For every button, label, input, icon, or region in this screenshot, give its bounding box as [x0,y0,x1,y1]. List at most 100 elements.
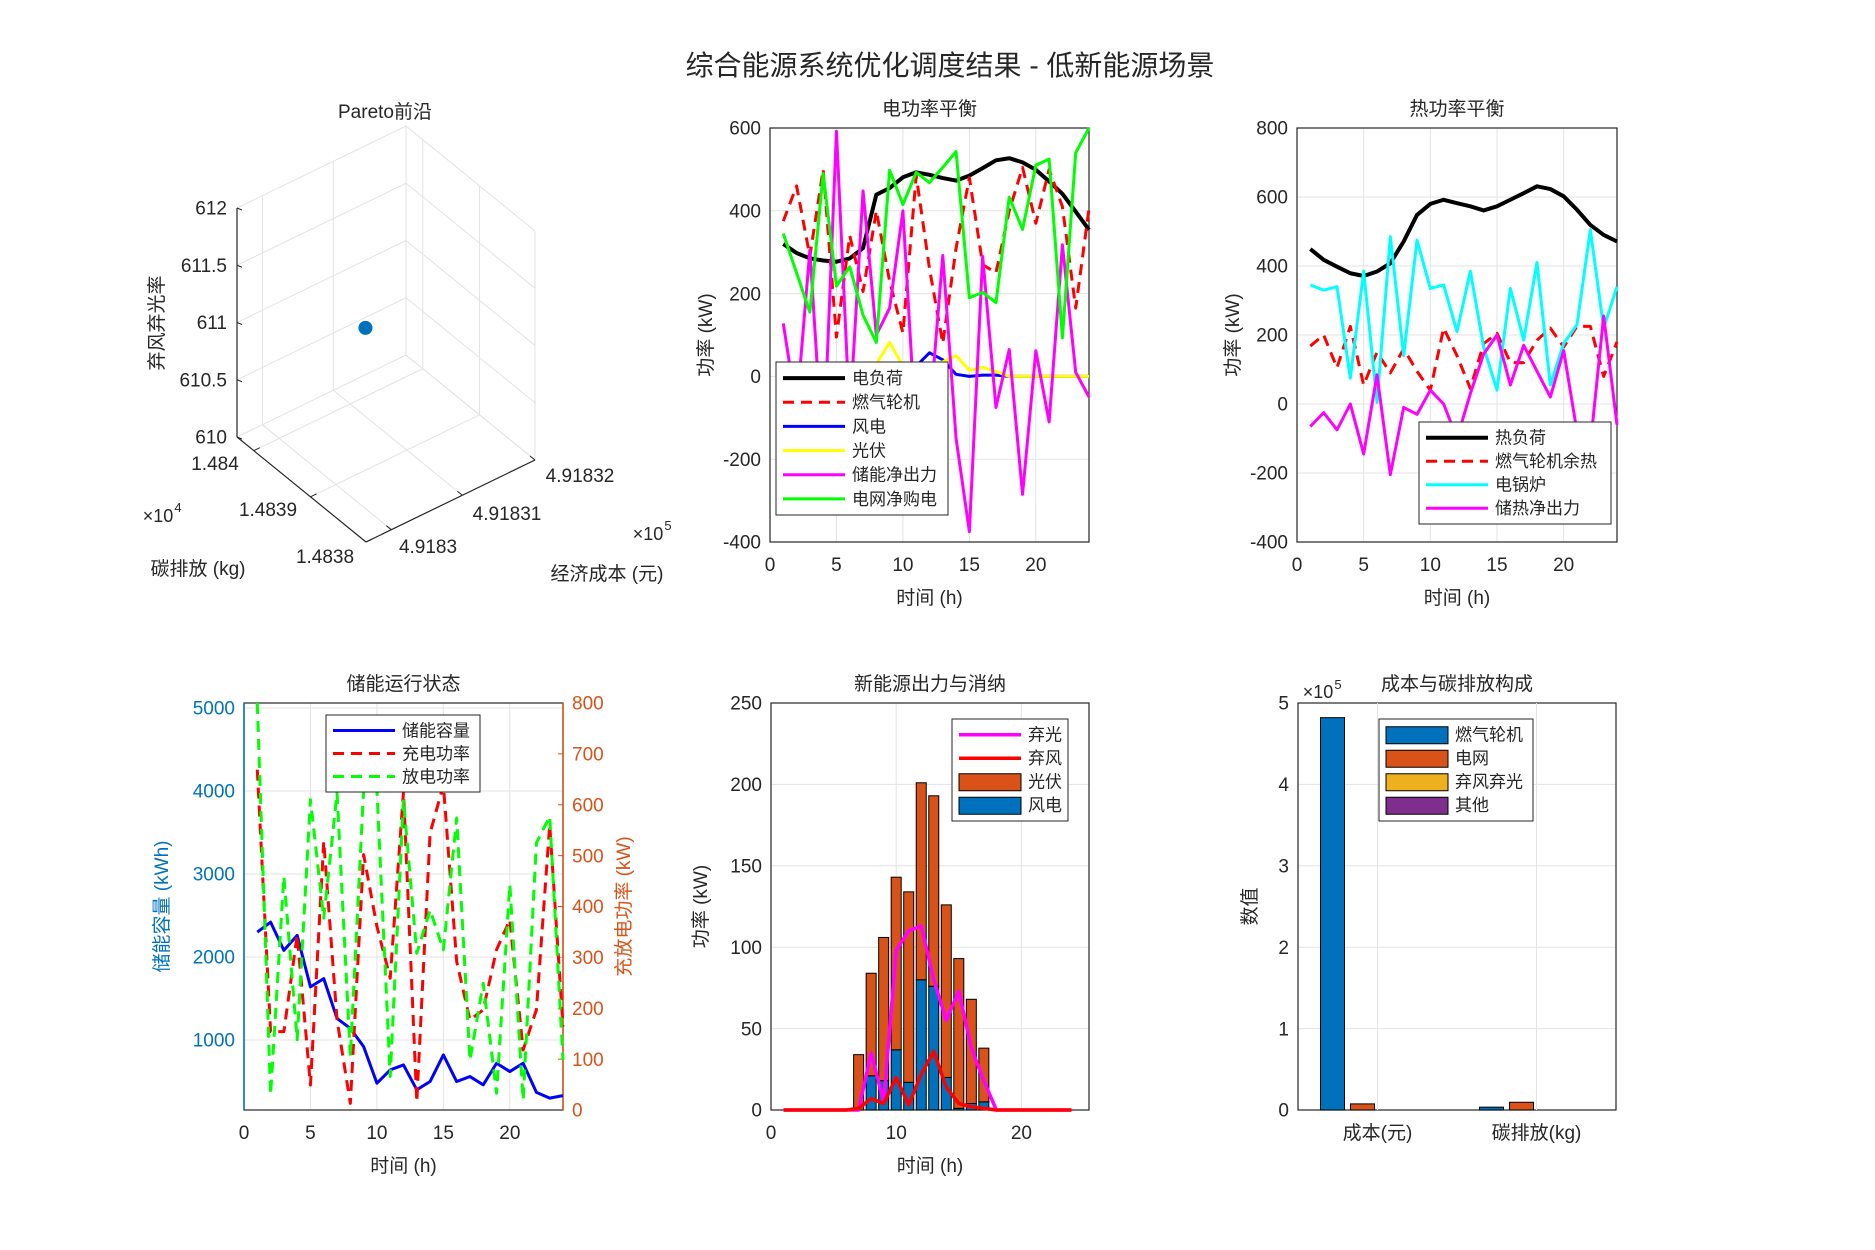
y-tick-label: 600 [729,119,761,140]
series-line-燃气轮机余热 [1309,324,1619,392]
z-tick [236,379,243,383]
legend-label: 其他 [1455,796,1489,815]
y-tick-label: 0 [1278,1101,1289,1122]
series-line-弃光 [783,924,1072,1112]
category-label: 成本(元) [1343,1122,1413,1144]
legend-label: 储能容量 [402,721,470,740]
right-y-tick-label: 800 [572,694,604,715]
bar-电网 [1350,1103,1375,1111]
x-tick-label: 5 [1358,555,1369,576]
category-label: 碳排放(kg) [1492,1122,1582,1144]
chart-title: 电功率平衡 [882,98,977,120]
bar-燃气轮机 [1479,1106,1504,1111]
legend-label: 风电 [1028,796,1062,815]
carbon-tick [310,493,317,498]
y-tick-label: 4000 [193,782,235,803]
cost-multiplier: ×10 [633,524,664,544]
x-axis-label: 时间 (h) [897,1155,964,1177]
legend-label: 光伏 [1028,773,1062,792]
y-tick-label: 400 [1256,257,1288,278]
x-axis-label: 时间 (h) [370,1155,437,1177]
y-tick-label: 50 [741,1019,762,1040]
x-tick-label: 20 [1553,555,1574,576]
right-y-tick-label: 300 [572,948,604,969]
right-y-tick-label: 700 [572,745,604,766]
x-tick-label: 15 [1486,555,1507,576]
series-line-弃风 [783,1049,1072,1112]
y-tick-label: 250 [730,694,762,715]
carbon-axis-label: 碳排放 (kg) [150,558,245,580]
legend-swatch [1385,726,1449,745]
legend-label: 电网 [1455,749,1489,768]
carbon-exponent: 4 [174,500,181,515]
right-y-tick-label: 100 [572,1050,604,1071]
y-tick-label: 150 [730,856,762,877]
bar-电网 [1509,1101,1534,1111]
z-tick-label: 611.5 [181,256,227,277]
legend-swatch [1385,796,1449,815]
right-y-tick-label: 600 [572,795,604,816]
bar-光伏 [903,891,915,1083]
axes-box [769,127,1090,543]
legend-label: 储能净出力 [852,466,937,485]
z-tick [236,207,243,211]
y-tick-label: 3000 [193,865,235,886]
series-line-储热净出力 [1309,314,1619,477]
y-tick-label: 0 [750,367,761,388]
series-line-充电功率 [255,769,565,1105]
z-tick-label: 610.5 [179,370,227,391]
y-tick-label: -400 [1250,533,1288,554]
legend-label: 电负荷 [852,369,903,388]
z-tick-label: 611 [197,313,227,334]
wall-gridline [405,240,536,346]
carbon-tick [253,447,260,452]
legend-swatch [1385,773,1449,792]
wall-gridline [405,354,536,461]
z-axis-label: 弃风弃光率 [146,275,168,370]
bar-光伏 [940,904,952,1078]
y-tick-label: -400 [723,533,761,554]
bar-光伏 [865,972,877,1077]
chart-title: 储能运行状态 [346,673,460,695]
y-tick-label: 5000 [193,699,235,720]
x-tick-label: 10 [366,1123,387,1144]
legend-label: 放电功率 [402,767,470,786]
carbon-tick-label: 1.4839 [239,500,297,521]
chart-title: 热功率平衡 [1409,98,1504,120]
x-tick-label: 10 [1420,555,1441,576]
wall-gridline [236,354,407,438]
y-tick-label: 200 [729,284,761,305]
legend-label: 充电功率 [402,744,470,763]
carbon-axis-line [236,436,367,543]
y-tick-label: 3 [1278,856,1289,877]
wall-gridline [236,125,407,209]
y-tick-label: 800 [1256,119,1288,140]
y-tick-label: 1 [1278,1019,1289,1040]
legend-label: 燃气轮机余热 [1495,452,1597,471]
x-tick-label: 10 [892,555,913,576]
legend-swatch [958,773,1022,792]
x-tick-label: 0 [766,1123,777,1144]
y-tick-label: -200 [723,450,761,471]
legend-label: 风电 [852,417,886,436]
axes-box [1296,127,1618,543]
y-tick-label: 2 [1278,938,1289,959]
y-axis-label: 数值 [1239,887,1261,925]
y-axis-label: 储能容量 (kWh) [151,841,173,973]
carbon-tick-label: 1.484 [191,454,239,475]
cost-tick [529,455,536,461]
y-tick-label: 600 [1256,188,1288,209]
x-tick-label: 20 [1011,1123,1032,1144]
wall-gridline [236,297,407,381]
legend-label: 燃气轮机 [852,393,920,412]
z-tick-label: 612 [195,199,227,220]
series-line-放电功率 [255,702,565,1102]
y-tick-label: 100 [730,938,762,959]
x-tick-label: 5 [305,1123,316,1144]
wall-gridline [405,297,536,404]
x-axis-label: 时间 (h) [896,587,963,609]
